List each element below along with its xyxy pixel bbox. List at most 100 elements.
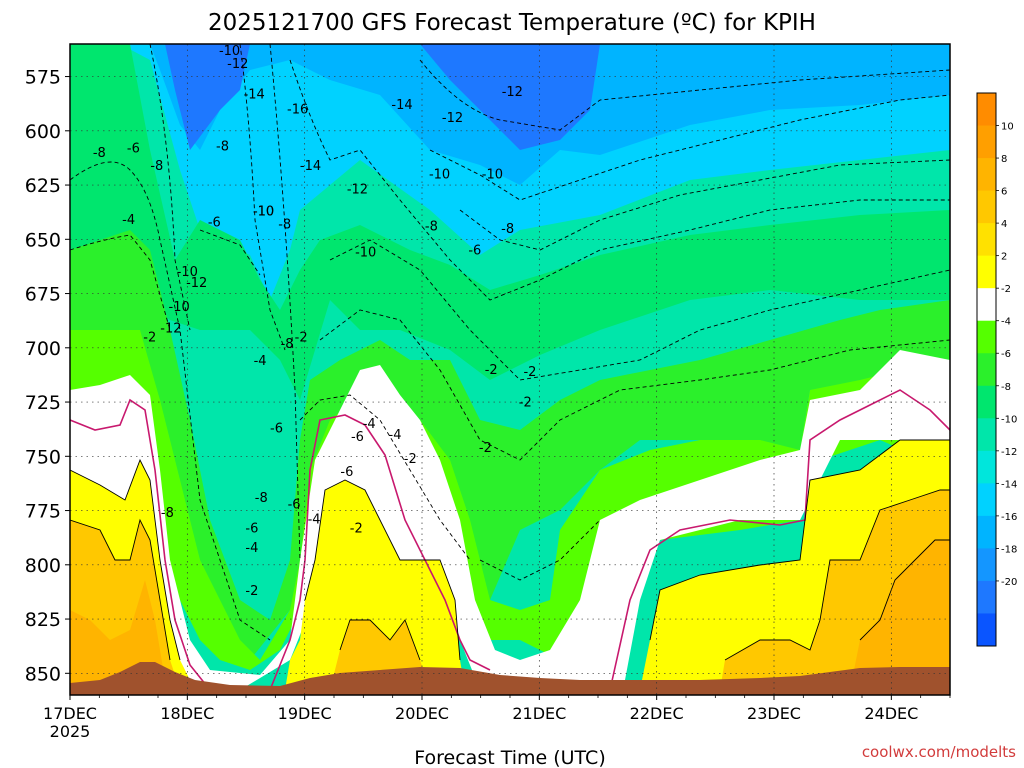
- x-axis: 17DEC 18DEC 19DEC 20DEC 21DEC 22DEC 23DEC 24DEC…: [43, 695, 951, 741]
- contour-label: -4: [308, 513, 321, 528]
- contour-label: -12: [502, 85, 523, 100]
- gridlines: [70, 44, 950, 695]
- colorbar-swatch: [977, 483, 996, 517]
- x-tick-label: 23DEC: [747, 704, 801, 723]
- contour-label: -6: [351, 430, 364, 445]
- colorbar-tick-label: -18: [1001, 544, 1017, 555]
- y-tick-label: 575: [25, 67, 61, 89]
- contour-label: -8: [161, 506, 174, 521]
- colorbar-swatch: [977, 190, 996, 224]
- contour-label: -6: [270, 421, 283, 436]
- y-tick-label: 625: [25, 175, 61, 197]
- field-near-zero: [70, 350, 950, 690]
- contour-label: -8: [93, 146, 106, 161]
- field-coldest-2: [420, 44, 600, 150]
- y-tick-label: 825: [25, 609, 61, 631]
- contour-label: -8: [216, 139, 229, 154]
- contour-label: -2: [519, 395, 532, 410]
- colorbar-swatch: [977, 515, 996, 549]
- colorbar-swatch: [977, 288, 996, 322]
- contour-label: -2: [295, 330, 308, 345]
- colorbar-swatch: [977, 320, 996, 354]
- colorbar-swatch: [977, 548, 996, 582]
- contour-label: -2: [485, 363, 498, 378]
- y-axis: 575 600 625 650 675 700 725 750 775 800 825 850: [25, 67, 70, 685]
- contour-label: -2: [350, 521, 363, 536]
- y-tick-label: 650: [25, 229, 61, 251]
- colorbar-swatch: [977, 93, 996, 127]
- colorbar-tick-label: -20: [1001, 577, 1017, 588]
- colorbar-tick-label: -14: [1001, 479, 1017, 490]
- contour-labels: -10-12-14-16-14-12-14-12-10-12-10-8 -6-8-…: [93, 44, 537, 599]
- contour-label: -2: [523, 365, 536, 380]
- contour-label: -10: [219, 44, 240, 59]
- contour-label: -12: [442, 111, 463, 126]
- contour-label: -12: [186, 276, 207, 291]
- colorbar: 10 8 6 4 2 -2 -4 -6 -8 -10 -12 -14 -16 -18 -20: [976, 92, 1017, 647]
- contour-label: -6: [288, 497, 301, 512]
- contour-label: -14: [300, 159, 321, 174]
- y-tick-label: 600: [25, 121, 61, 143]
- colorbar-swatch: [977, 450, 996, 484]
- contour-label: -10: [253, 204, 274, 219]
- contour-label: -12: [227, 57, 248, 72]
- contour-label: -12: [160, 322, 181, 337]
- field-warm-right-3: [850, 540, 950, 690]
- contour-label: -10: [482, 168, 503, 183]
- colorbar-swatch: [977, 158, 996, 192]
- contour-label: -2: [245, 584, 258, 599]
- contour-label: -4: [363, 417, 376, 432]
- contour-label: -2: [143, 330, 156, 345]
- contour-label: -8: [425, 220, 438, 235]
- colorbar-swatch: [977, 418, 996, 452]
- contour-label: -4: [389, 428, 402, 443]
- colorbar-tick-label: -2: [1001, 284, 1011, 295]
- plot-area: -10-12-14-16-14-12-14-12-10-12-10-8 -6-8-…: [70, 44, 950, 695]
- x-tick-label: 18DEC: [160, 704, 214, 723]
- contour-label: -8: [278, 217, 291, 232]
- y-tick-label: 725: [25, 392, 61, 414]
- contour-label: -2: [404, 452, 417, 467]
- contour-label: -12: [347, 183, 368, 198]
- contour-label: -6: [245, 521, 258, 536]
- contour-label: -8: [281, 337, 294, 352]
- colorbar-tick-label: -8: [1001, 382, 1011, 393]
- colorbar-tick-label: 8: [1001, 154, 1007, 165]
- y-tick-label: 850: [25, 663, 61, 685]
- chart-title: 2025121700 GFS Forecast Temperature (ºC)…: [208, 10, 816, 36]
- contour-label: -14: [244, 87, 265, 102]
- credit-text: coolwx.com/modelts: [862, 743, 1016, 761]
- x-tick-year: 2025: [50, 722, 91, 741]
- field-coldest: [165, 44, 250, 150]
- negative-contours: [70, 44, 950, 641]
- contour-label: -6: [127, 142, 140, 157]
- y-tick-label: 675: [25, 284, 61, 306]
- y-tick-label: 700: [25, 338, 61, 360]
- y-tick-label: 775: [25, 501, 61, 523]
- contour-label: -2: [479, 441, 492, 456]
- contour-label: -8: [501, 222, 514, 237]
- colorbar-swatch: [977, 580, 996, 614]
- colorbar-tick-label: -4: [1001, 317, 1011, 328]
- x-tick-label: 21DEC: [512, 704, 566, 723]
- terrain: [70, 662, 950, 695]
- colorbar-swatch: [977, 613, 996, 647]
- contour-label: -6: [340, 465, 353, 480]
- colorbar-tick-label: -12: [1001, 447, 1017, 458]
- x-tick-label: 24DEC: [864, 704, 918, 723]
- colorbar-frame: [976, 92, 997, 647]
- colorbar-tick-label: -6: [1001, 349, 1011, 360]
- colorbar-tick-label: 6: [1001, 187, 1007, 198]
- field-mid-band: [70, 44, 950, 400]
- field-warm-mid: [285, 480, 465, 690]
- contour-label: -10: [169, 300, 190, 315]
- x-axis-label: Forecast Time (UTC): [414, 747, 605, 768]
- contour-label: -6: [468, 243, 481, 258]
- y-tick-label: 800: [25, 555, 61, 577]
- colorbar-tick-label: -16: [1001, 512, 1017, 523]
- colorbar-tick-label: 4: [1001, 219, 1007, 230]
- contour-label: -4: [254, 354, 267, 369]
- x-tick-label: 17DEC: [43, 704, 97, 723]
- colorbar-swatch: [977, 223, 996, 257]
- colorbar-tick-label: -10: [1001, 414, 1017, 425]
